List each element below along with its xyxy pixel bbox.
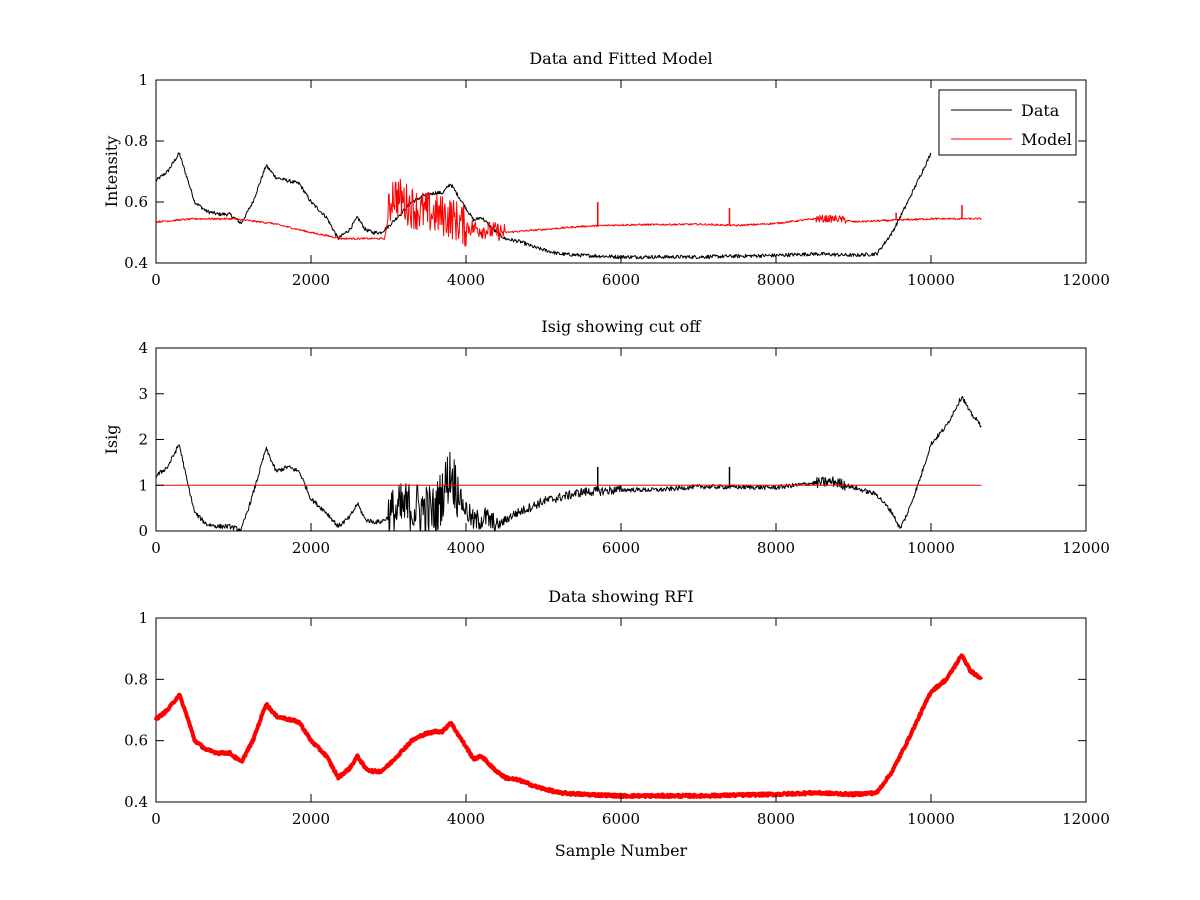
axes-box [155,347,1087,532]
series-line-1 [154,653,984,800]
x-tick-label: 4000 [447,271,485,289]
chart-title: Data showing RFI [548,587,693,606]
y-tick-label: 0.6 [124,732,148,750]
x-tick-label: 0 [151,539,161,557]
x-tick-label: 12000 [1062,810,1110,828]
y-tick-label: 1 [138,476,148,494]
x-tick-label: 0 [151,810,161,828]
chart-title: Isig showing cut off [541,317,702,336]
y-tick-label: 3 [138,385,148,403]
x-tick-label: 2000 [292,539,330,557]
x-tick-label: 4000 [447,539,485,557]
x-tick-label: 10000 [907,539,955,557]
x-tick-label: 12000 [1062,539,1110,557]
subplot-1: 0 2000 4000 6000 8000 10000 12000 0.4 0.6 0.8 1 Dat… [102,49,1110,289]
legend-box [938,89,1077,156]
y-tick-label: 0.4 [124,254,148,272]
x-tick-label: 8000 [757,539,795,557]
series-line-data [155,152,932,260]
y-axis-label: Isig [102,425,121,455]
x-tick-label: 10000 [907,810,955,828]
x-tick-label: 2000 [292,810,330,828]
x-tick-label: 0 [151,271,161,289]
axes-box [155,617,1087,803]
x-axis-label: Sample Number [555,841,688,860]
y-tick-label: 2 [138,431,148,449]
x-tick-label: 6000 [602,539,640,557]
y-tick-label: 0.4 [124,793,148,811]
x-tick-label: 8000 [757,810,795,828]
x-tick-label: 6000 [602,810,640,828]
y-tick-label: 0.8 [124,670,148,688]
y-axis-label: Intensity [102,136,121,208]
x-tick-label: 6000 [602,271,640,289]
y-tick-label: 0 [138,522,148,540]
y-tick-label: 0.8 [124,132,148,150]
subplot-3: 0 2000 4000 6000 8000 10000 12000 0.4 0.6 0.8 1 Dat… [124,587,1110,860]
series-line-model [155,178,982,247]
x-tick-label: 12000 [1062,271,1110,289]
x-tick-label: 10000 [907,271,955,289]
y-tick-label: 1 [138,71,148,89]
x-tick-label: 8000 [757,271,795,289]
x-tick-label: 2000 [292,271,330,289]
legend: Data Model [938,89,1077,156]
y-tick-label: 0.6 [124,193,148,211]
chart-title: Data and Fitted Model [529,49,712,68]
legend-label-data: Data [1021,101,1060,120]
y-tick-label: 1 [138,609,148,627]
y-tick-label: 4 [138,339,148,357]
subplot-2: 0 2000 4000 6000 8000 10000 12000 0 1 2 3 4 Isig sho… [102,317,1110,557]
legend-label-model: Model [1021,130,1072,149]
x-tick-label: 4000 [447,810,485,828]
